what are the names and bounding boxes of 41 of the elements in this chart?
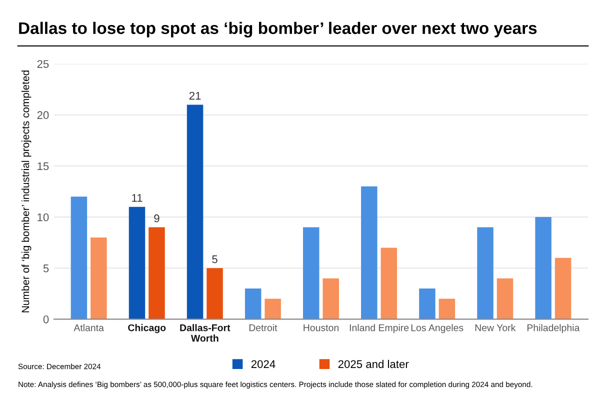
data-label: 5 <box>212 255 218 264</box>
bar <box>554 258 572 320</box>
bar <box>244 288 262 320</box>
x-tick-label: Houston <box>304 324 338 332</box>
bar <box>186 104 204 320</box>
bar <box>419 288 436 320</box>
bar <box>90 237 107 320</box>
x-tick-label: Inland Empire <box>350 324 409 334</box>
chart-title: Dallas to lose top spot as ‘big bomber’ leader over next two years <box>19 22 537 38</box>
x-tick-label: Dallas-Fort Worth <box>180 324 230 342</box>
x-tick-label: Los Angeles <box>411 324 464 334</box>
y-tick-label: 15 <box>38 162 49 170</box>
data-label: 11 <box>132 194 142 202</box>
x-tick-label: Detroit <box>249 324 278 332</box>
y-axis-title: Number of ‘big bomber’ industrial projects completed <box>22 70 32 312</box>
y-tick-label: 25 <box>37 60 49 68</box>
bar <box>303 227 320 320</box>
y-tick-label: 20 <box>37 111 49 120</box>
bar <box>70 196 88 320</box>
data-label: 9 <box>154 214 160 222</box>
x-tick-label: Philadelphia <box>527 324 580 334</box>
y-tick-label: 10 <box>38 213 49 222</box>
bar <box>148 227 165 320</box>
legend-label: 2024 <box>251 360 276 368</box>
bar <box>128 206 146 320</box>
bar <box>535 217 552 320</box>
bar <box>361 186 378 320</box>
x-tick-label: New York <box>475 324 516 332</box>
data-label: 21 <box>189 92 201 100</box>
bar <box>380 248 398 320</box>
y-tick-label: 5 <box>43 264 49 272</box>
x-tick-label: Atlanta <box>74 324 104 332</box>
legend-label: 2025 and later <box>338 360 409 368</box>
bar <box>496 278 514 320</box>
bar <box>438 298 456 320</box>
bar <box>322 278 339 320</box>
y-tick-label: 0 <box>43 315 49 324</box>
bar <box>477 227 494 320</box>
x-tick-label: Chicago <box>128 324 166 334</box>
bar <box>264 298 281 320</box>
bar <box>206 268 223 320</box>
